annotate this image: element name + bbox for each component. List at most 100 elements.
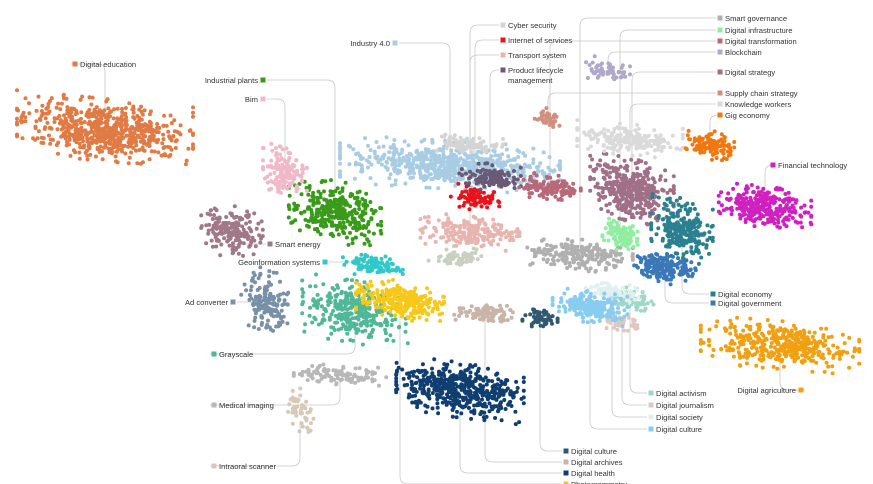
data-point — [219, 242, 224, 247]
data-point — [370, 377, 375, 382]
data-point — [282, 298, 287, 303]
data-point — [489, 143, 494, 148]
data-point — [252, 273, 257, 278]
data-point — [271, 294, 276, 299]
data-point — [15, 132, 19, 137]
data-point — [287, 193, 292, 198]
data-point — [496, 163, 501, 168]
data-point — [369, 162, 374, 167]
data-point — [269, 282, 274, 287]
data-point — [300, 278, 305, 283]
cluster-points — [340, 252, 405, 277]
data-point — [346, 242, 351, 247]
data-point — [93, 154, 98, 159]
data-point — [659, 148, 664, 153]
data-point — [611, 130, 616, 135]
data-point — [333, 313, 338, 318]
data-point — [329, 223, 334, 228]
data-point — [348, 326, 353, 331]
data-point — [209, 238, 214, 243]
data-point — [378, 321, 383, 326]
data-point — [168, 113, 173, 118]
data-point — [564, 250, 568, 254]
data-point — [661, 137, 666, 142]
data-point — [341, 229, 346, 234]
data-point — [19, 120, 24, 125]
data-point — [315, 292, 320, 297]
data-point — [363, 308, 368, 313]
leader-line — [484, 317, 562, 463]
data-point — [119, 124, 124, 128]
data-point — [247, 219, 252, 224]
data-point — [87, 95, 92, 100]
data-point — [394, 268, 399, 273]
data-point — [249, 284, 254, 289]
data-point — [299, 211, 304, 216]
data-point — [300, 163, 305, 168]
data-point — [232, 204, 237, 209]
data-point — [636, 126, 641, 131]
data-point — [616, 70, 621, 74]
data-point — [15, 106, 19, 111]
data-point — [300, 287, 305, 292]
data-point — [539, 111, 544, 115]
data-point — [262, 306, 267, 311]
data-point — [630, 255, 635, 260]
data-point — [76, 129, 81, 134]
data-point — [379, 231, 384, 236]
data-point — [601, 175, 606, 180]
data-point — [288, 151, 293, 156]
data-point — [88, 136, 93, 141]
data-point — [403, 181, 408, 186]
data-point — [252, 325, 257, 330]
data-point — [336, 216, 341, 221]
data-point — [551, 258, 556, 263]
data-point — [546, 112, 551, 117]
data-point — [359, 163, 364, 168]
data-point — [383, 254, 388, 259]
data-point — [578, 188, 583, 193]
data-point — [642, 144, 647, 149]
data-point — [357, 207, 362, 211]
data-point — [502, 231, 507, 236]
data-point — [545, 243, 549, 247]
data-point — [556, 197, 561, 202]
data-point — [467, 229, 472, 234]
data-point — [257, 294, 262, 299]
data-point — [281, 179, 286, 184]
data-point — [278, 322, 283, 327]
data-point — [547, 155, 552, 160]
data-point — [547, 122, 552, 127]
data-point — [620, 256, 625, 261]
data-point — [666, 141, 671, 146]
data-point — [614, 170, 619, 175]
data-point — [355, 199, 360, 204]
data-point — [268, 172, 273, 177]
data-point — [620, 187, 625, 192]
data-point — [708, 138, 713, 142]
data-point — [287, 183, 292, 188]
data-point — [427, 185, 432, 190]
data-point — [345, 297, 350, 302]
data-point — [397, 160, 402, 165]
data-point — [77, 150, 82, 155]
data-point — [593, 71, 597, 76]
data-point — [732, 145, 737, 150]
data-point — [34, 108, 39, 113]
data-point — [171, 134, 176, 139]
data-point — [427, 166, 432, 170]
data-point — [330, 215, 335, 220]
data-point — [385, 337, 390, 342]
data-point — [335, 373, 340, 378]
data-point — [353, 366, 358, 371]
cluster-points — [239, 265, 291, 333]
data-point — [675, 214, 680, 219]
data-point — [479, 159, 483, 164]
data-point — [389, 145, 394, 150]
data-point — [447, 171, 452, 176]
leader-line — [681, 243, 709, 295]
data-point — [392, 145, 397, 150]
data-point — [102, 145, 107, 150]
data-point — [457, 171, 462, 176]
data-point — [662, 201, 667, 206]
